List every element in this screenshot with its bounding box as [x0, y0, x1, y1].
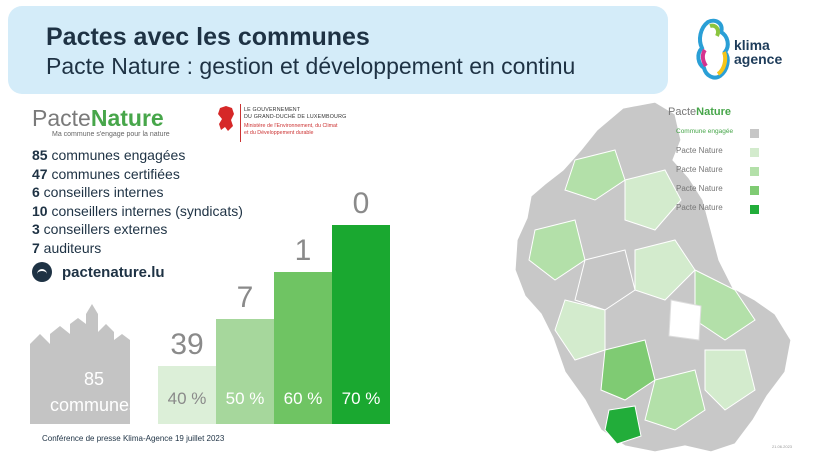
- stat-item: 6 conseillers internes: [32, 184, 164, 200]
- website-label[interactable]: pactenature.lu: [62, 263, 165, 281]
- legend-logo: PacteNature: [668, 106, 731, 118]
- chart-bar: [216, 319, 274, 424]
- chart-bar: [274, 272, 332, 424]
- bar-value-label: 1: [294, 234, 312, 267]
- pacte-word: Pacte: [32, 105, 91, 131]
- legend-item: Pacte Nature: [676, 184, 723, 193]
- legend-item: Pacte Nature: [676, 203, 723, 212]
- website-link[interactable]: pactenature.lu: [32, 262, 165, 282]
- page-title: Pactes avec les communes: [46, 23, 370, 51]
- base-text-label: communes: [49, 395, 139, 415]
- legend-swatch: [750, 148, 759, 157]
- bar-value-label: 39: [170, 328, 204, 361]
- certification-bar-chart: 85 communes 40 % 39 50 % 7 60 % 1 70 % 0: [0, 0, 400, 461]
- klima-agence-logo: klima agence: [690, 14, 810, 86]
- government-logo: LE GOUVERNEMENT DU GRAND-DUCHÉ DE LUXEMB…: [216, 104, 356, 144]
- stat-item: 10 conseillers internes (syndicats): [32, 202, 243, 219]
- footer-note: Conférence de presse Klima-Agence 19 jui…: [42, 434, 225, 443]
- base-count-label: 85: [83, 369, 105, 389]
- gov-line-2: DU GRAND-DUCHÉ DE LUXEMBOURG: [244, 114, 347, 120]
- bar-value-label: 0: [352, 187, 370, 220]
- legend-swatch: [750, 129, 759, 138]
- commune-region: [644, 369, 706, 431]
- stats-list: 85 communes engagées 47 communes certifi…: [32, 146, 243, 257]
- commune-region: [634, 239, 696, 301]
- stat-item: 85 communes engagées: [32, 147, 186, 163]
- legend-swatch: [750, 167, 759, 176]
- legend-item: Pacte Nature: [676, 146, 723, 155]
- luxembourg-communes-map: [514, 101, 792, 453]
- map-date: 21.06.2023: [772, 444, 793, 449]
- commune-region: [554, 299, 606, 361]
- lion-crest-icon: [218, 106, 234, 131]
- klima-word: klima: [734, 37, 770, 53]
- header-banner: Pactes avec les communes Pacte Nature : …: [8, 6, 668, 94]
- globe-icon: [32, 262, 52, 282]
- legend-item: Pacte Nature: [676, 165, 723, 174]
- bar-category-label: 60 %: [283, 389, 323, 408]
- legend-swatch: [750, 205, 759, 214]
- village-silhouette: [30, 304, 130, 424]
- chart-bar: [332, 225, 390, 424]
- luxembourg-outline-icon: [696, 18, 730, 80]
- commune-region: [600, 339, 656, 401]
- bar-category-label: 40 %: [167, 389, 207, 408]
- commune-region: [574, 249, 636, 311]
- gov-line-4: et du Développement durable: [244, 130, 314, 136]
- commune-region: [704, 349, 756, 411]
- chart-bar: [158, 366, 216, 424]
- stat-item: 7 auditeurs: [32, 239, 102, 256]
- gov-line-3: Ministère de l'Environnement, du Climat: [244, 123, 338, 129]
- commune-region: [604, 405, 642, 445]
- commune-region: [528, 219, 586, 281]
- pacte-nature-logo: PacteNature Ma commune s'engage pour la …: [32, 106, 170, 138]
- commune-region: [668, 299, 702, 341]
- bar-category-label: 50 %: [225, 389, 265, 408]
- nature-word: Nature: [90, 105, 164, 131]
- legend-heading: Commune engagée: [676, 128, 734, 135]
- stat-item: 47 communes certifiées: [32, 165, 180, 182]
- bar-value-label: 7: [236, 281, 254, 314]
- pacte-tagline: Ma commune s'engage pour la nature: [52, 131, 170, 138]
- gov-line-1: LE GOUVERNEMENT: [244, 107, 301, 113]
- commune-region: [624, 169, 682, 231]
- commune-region: [564, 149, 626, 201]
- gov-separator: [240, 104, 241, 142]
- bar-category-label: 70 %: [341, 389, 381, 408]
- agence-word: agence: [734, 51, 783, 67]
- page-subtitle: Pacte Nature : gestion et développement …: [46, 53, 576, 79]
- legend-swatch: [750, 186, 759, 195]
- stat-item: 3 conseillers externes: [32, 221, 168, 237]
